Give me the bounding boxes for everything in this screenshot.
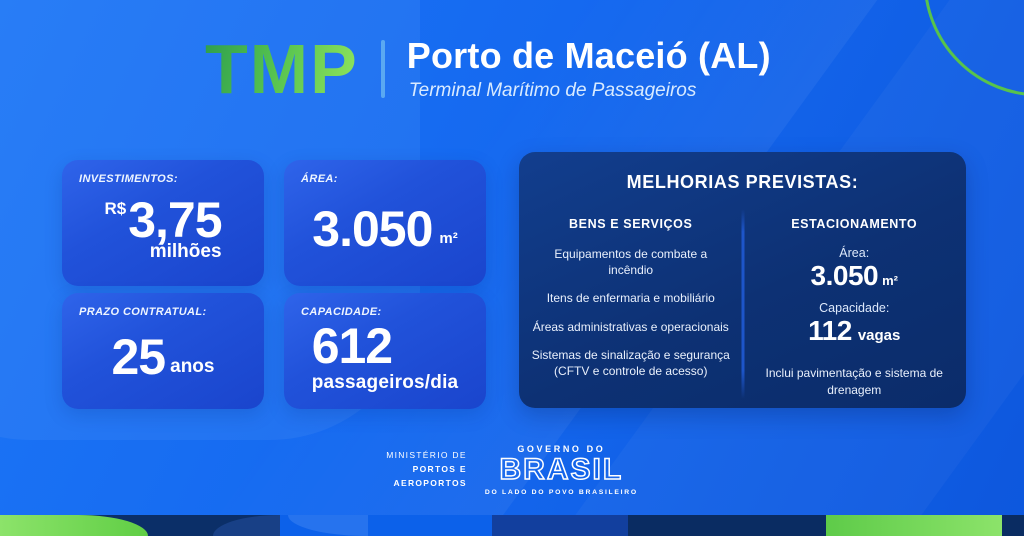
service-item: Sistemas de sinalização e segurança (CFT… xyxy=(531,347,730,378)
money-row: R$ 3,75 xyxy=(104,192,222,248)
money-wrap: R$ 3,75 milhões xyxy=(104,192,222,263)
brasil-wordmark: BRASIL xyxy=(499,453,624,486)
footer-strip-green-left xyxy=(0,515,148,536)
bottom-white-edge xyxy=(0,536,1024,539)
parking-area-unit: m² xyxy=(882,273,898,288)
services-column: BENS E SERVIÇOS Equipamentos de combate … xyxy=(519,217,743,405)
stat-body: 612 passageiros/dia xyxy=(301,318,469,396)
page-title: Porto de Maceió (AL) xyxy=(406,35,771,77)
service-item: Equipamentos de combate a incêndio xyxy=(554,247,708,278)
parking-capacity-row: 112 vagas xyxy=(743,317,967,345)
stat-card-prazo: PRAZO CONTRATUAL: 25 anos xyxy=(62,293,264,409)
page-subtitle: Terminal Marítimo de Passageiros xyxy=(408,79,697,101)
panel-columns: BENS E SERVIÇOS Equipamentos de combate … xyxy=(519,209,967,405)
parking-area-label: Área: xyxy=(839,246,870,260)
stat-unit: milhões xyxy=(149,241,222,262)
value-row: 3.050 m² xyxy=(312,204,457,254)
government-footer: MINISTÉRIO DE PORTOS E AEROPORTOS GOVERN… xyxy=(0,444,1024,496)
stats-grid: INVESTIMENTOS: R$ 3,75 milhões ÁREA: 3.0… xyxy=(62,160,486,409)
parking-area-value: 3.050 xyxy=(810,260,879,291)
stat-label: CAPACIDADE: xyxy=(301,306,382,318)
parking-capacity-label: Capacidade: xyxy=(819,301,890,315)
stat-body: 25 anos xyxy=(79,318,247,396)
header: TMP Porto de Maceió (AL) Terminal Maríti… xyxy=(205,34,771,104)
parking-column: ESTACIONAMENTO Área: 3.050 m² Capacidade… xyxy=(743,217,967,405)
ministry-logo: MINISTÉRIO DE PORTOS E AEROPORTOS xyxy=(386,449,467,490)
title-block: Porto de Maceió (AL) Terminal Marítimo d… xyxy=(407,36,771,102)
header-divider xyxy=(380,40,385,98)
stat-body: 3.050 m² xyxy=(301,185,469,273)
panel-divider xyxy=(741,209,744,399)
service-item: Itens de enfermaria e mobiliário xyxy=(546,291,715,306)
parking-heading: ESTACIONAMENTO xyxy=(791,217,918,231)
tmp-logo: TMP xyxy=(205,30,359,108)
footer-strip-green-right xyxy=(826,515,1002,536)
panel-title: MELHORIAS PREVISTAS: xyxy=(626,172,859,192)
stat-label: PRAZO CONTRATUAL: xyxy=(79,306,207,318)
ministry-line: AEROPORTOS xyxy=(393,477,467,488)
stat-label: ÁREA: xyxy=(301,173,338,185)
governo-do-label: GOVERNO DO xyxy=(517,444,606,454)
governo-do-brasil-logo: GOVERNO DO BRASIL DO LADO DO POVO BRASIL… xyxy=(485,444,638,496)
stat-value: 612 xyxy=(311,317,393,374)
ministry-line: MINISTÉRIO DE xyxy=(386,450,467,461)
parking-note: Inclui pavimentação e sistema de drenage… xyxy=(765,366,943,397)
footer-strip-segment xyxy=(1002,515,1024,536)
service-item: Áreas administrativas e operacionais xyxy=(532,319,729,334)
stat-card-investimentos: INVESTIMENTOS: R$ 3,75 milhões xyxy=(62,160,264,286)
stat-unit: anos xyxy=(170,356,215,377)
stat-card-area: ÁREA: 3.050 m² xyxy=(284,160,486,286)
stat-value: 25 xyxy=(111,329,167,385)
stat-body: R$ 3,75 milhões xyxy=(79,185,247,273)
parking-capacity-unit: vagas xyxy=(857,327,901,344)
government-tagline: DO LADO DO POVO BRASILEIRO xyxy=(484,488,638,496)
ministry-line: PORTOS E xyxy=(412,463,467,474)
stat-value: 3.050 xyxy=(312,201,433,257)
capacity-wrap: 612 passageiros/dia xyxy=(312,321,459,394)
stat-value: 3,75 xyxy=(128,192,222,248)
stat-unit: passageiros/dia xyxy=(311,371,459,393)
stat-label: INVESTIMENTOS: xyxy=(79,173,178,185)
stat-unit: m² xyxy=(439,230,458,247)
parking-capacity-value: 112 xyxy=(808,315,852,346)
stat-card-capacidade: CAPACIDADE: 612 passageiros/dia xyxy=(284,293,486,409)
value-row: 25 anos xyxy=(112,332,215,382)
footer-strip-segment xyxy=(492,515,628,536)
currency-prefix: R$ xyxy=(104,199,127,218)
improvements-panel: MELHORIAS PREVISTAS: BENS E SERVIÇOS Equ… xyxy=(519,152,966,408)
parking-area-row: 3.050 m² xyxy=(743,262,967,290)
footer-strip-segment xyxy=(628,515,826,536)
services-heading: BENS E SERVIÇOS xyxy=(569,217,693,231)
footer-strip-segment xyxy=(280,515,492,536)
footer-strip xyxy=(0,515,1024,536)
